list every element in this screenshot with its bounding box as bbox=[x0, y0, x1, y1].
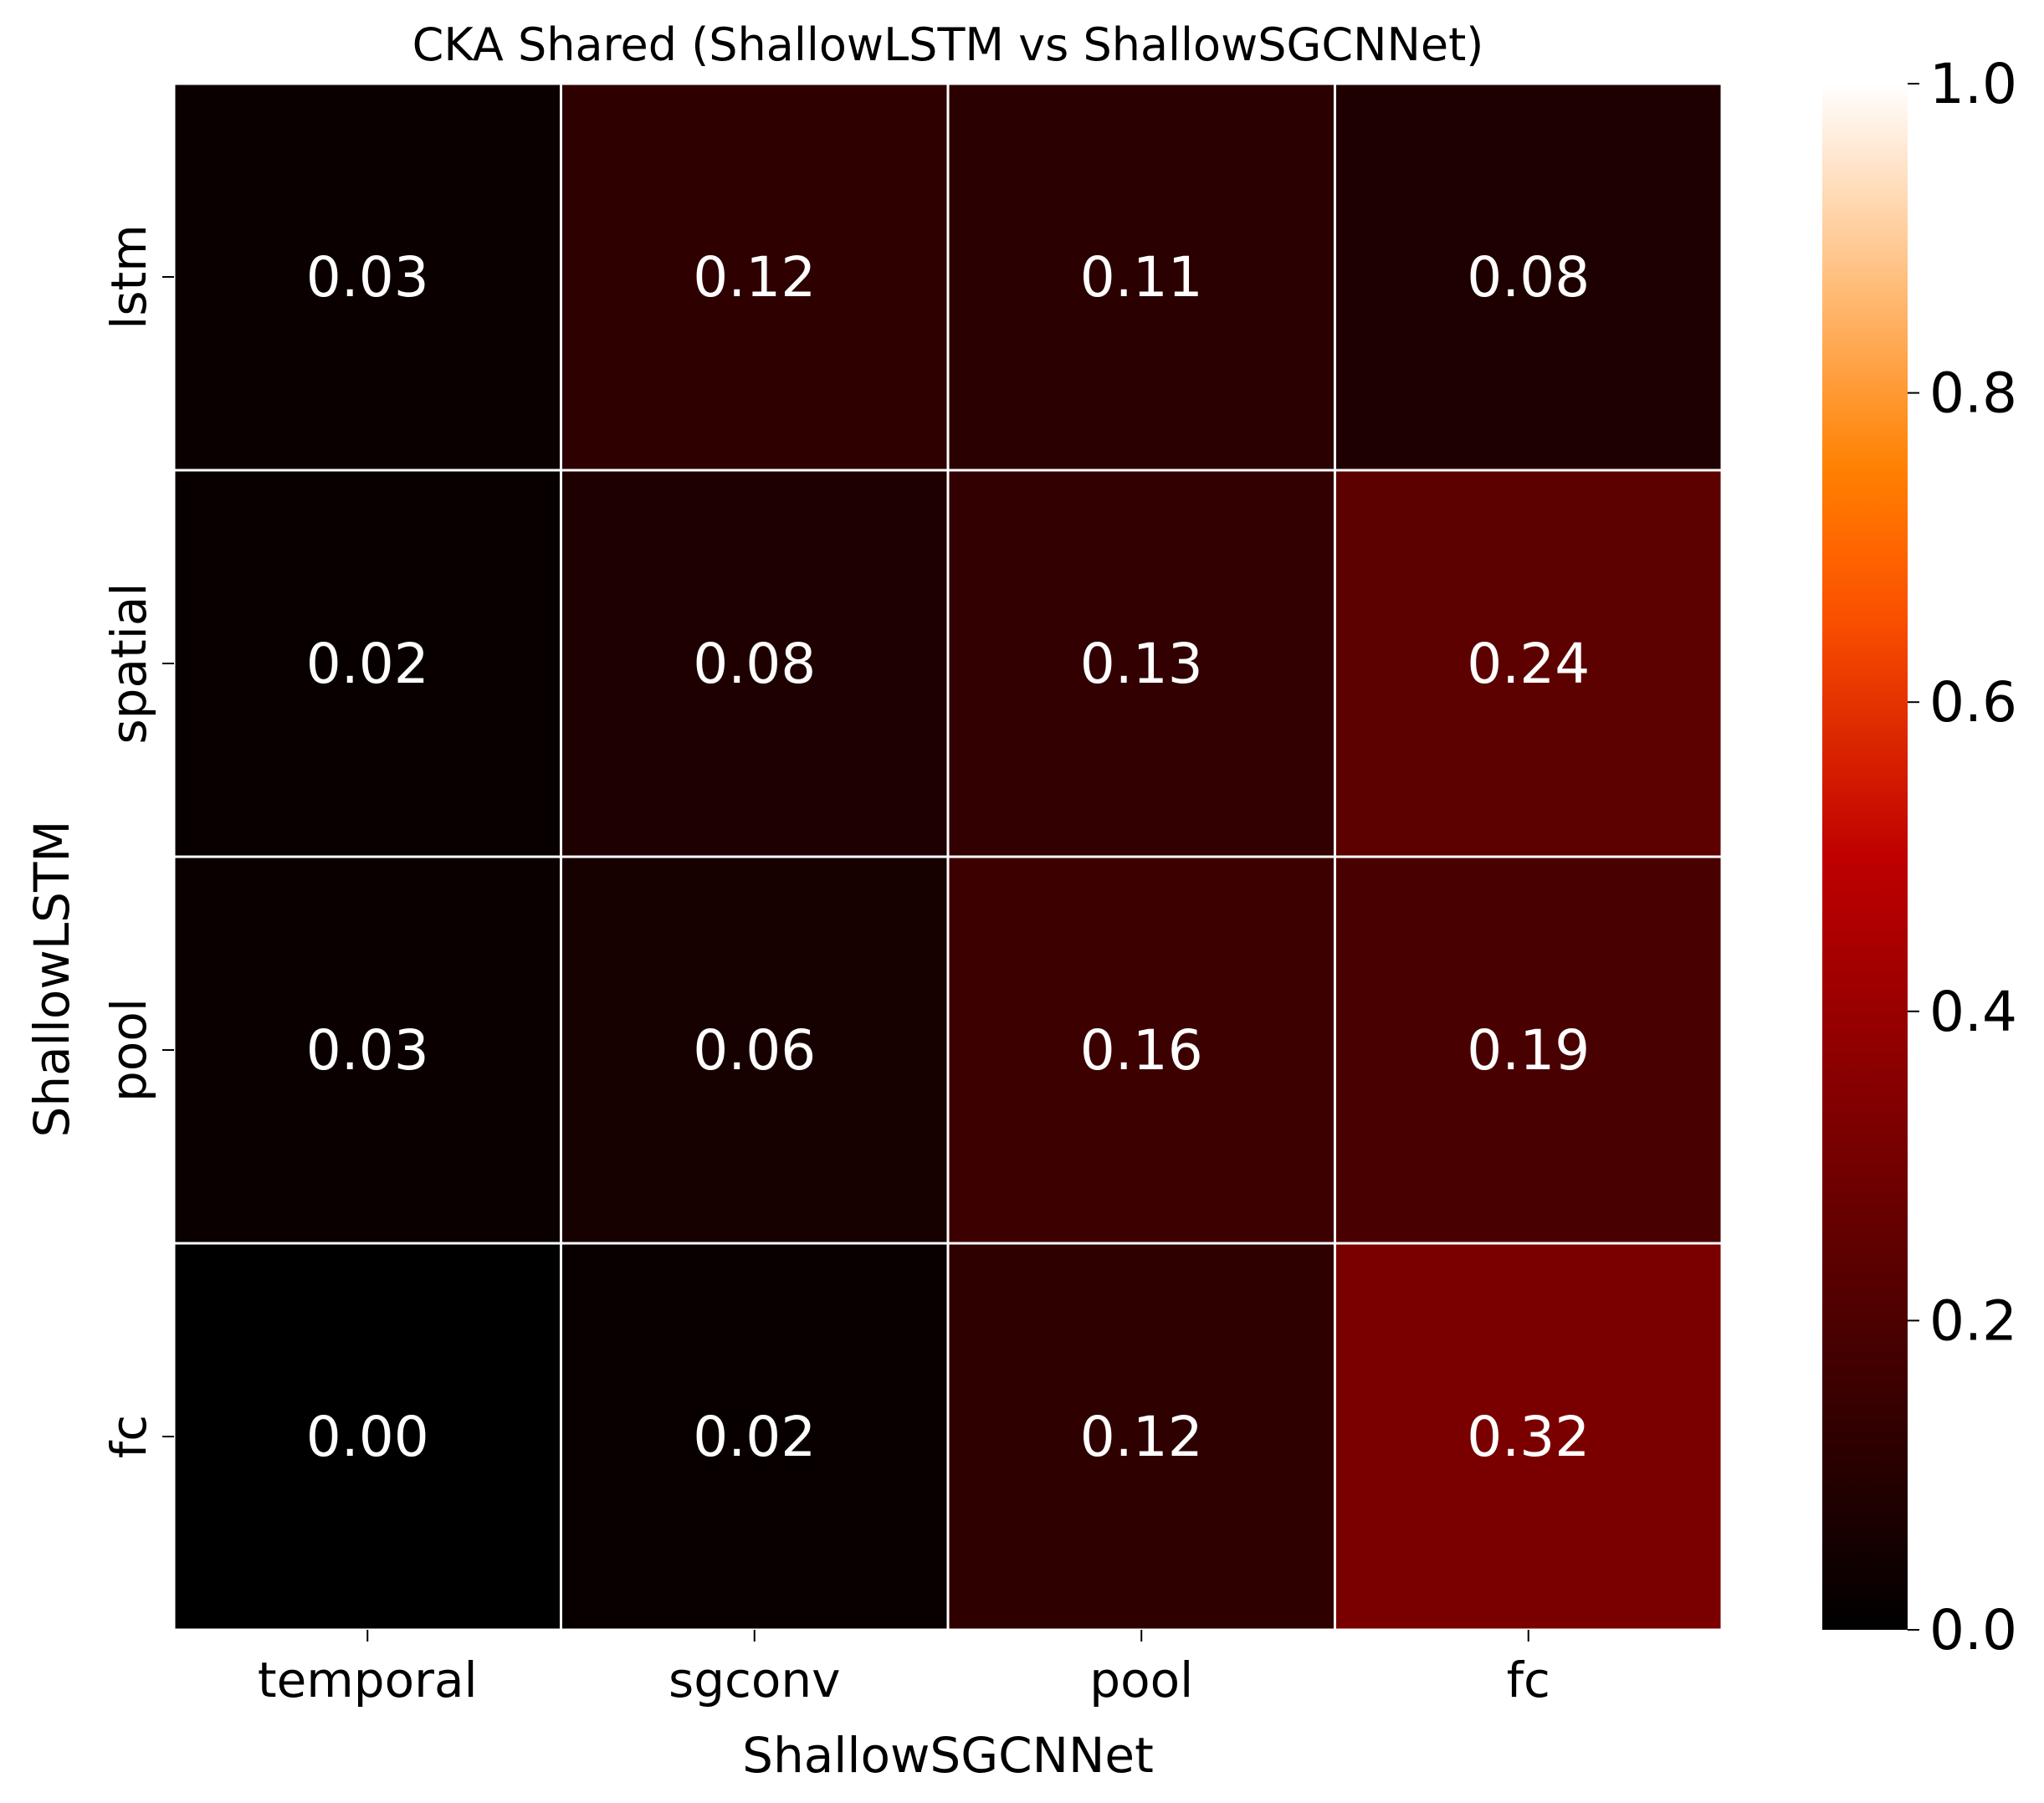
colorbar bbox=[1822, 84, 1908, 1630]
cell-value-label: 0.08 bbox=[693, 632, 816, 696]
cell-value-label: 0.32 bbox=[1467, 1405, 1590, 1469]
heatmap-cells: 0.03 0.12 0.11 0.08 0.02 0.08 0.13 0.24 0.03 0.06… bbox=[172, 82, 1724, 1631]
cell-value-label: 0.06 bbox=[693, 1018, 816, 1083]
colorbar-ticks: 0.0 0.2 0.4 0.6 0.8 1.0 bbox=[1908, 52, 2017, 1662]
y-axis-ticks: lstm spatial pool fc bbox=[100, 224, 174, 1458]
colorbar-tick-label: 0.8 bbox=[1929, 361, 2017, 426]
x-tick-label: pool bbox=[1089, 1652, 1193, 1708]
colorbar-tick-label: 1.0 bbox=[1929, 52, 2017, 116]
cell-value-label: 0.24 bbox=[1467, 632, 1590, 696]
heatmap-cell bbox=[946, 82, 1336, 472]
cell-value-label: 0.11 bbox=[1080, 245, 1203, 310]
y-tick-label: spatial bbox=[100, 582, 157, 744]
heatmap-cell bbox=[946, 469, 1336, 858]
heatmap-cell bbox=[560, 1242, 950, 1631]
colorbar-tick-label: 0.0 bbox=[1929, 1598, 2017, 1662]
y-tick-label: fc bbox=[100, 1415, 157, 1458]
cell-value-label: 0.03 bbox=[306, 1018, 429, 1083]
colorbar-tick-label: 0.4 bbox=[1929, 980, 2017, 1044]
y-axis-label: ShallowLSTM bbox=[23, 821, 80, 1138]
x-tick-label: fc bbox=[1507, 1652, 1550, 1708]
y-tick-label: lstm bbox=[100, 224, 157, 330]
cell-value-label: 0.12 bbox=[693, 245, 816, 310]
heatmap-cell bbox=[946, 1242, 1336, 1631]
cell-value-label: 0.12 bbox=[1080, 1405, 1203, 1469]
x-axis-ticks: temporal sgconv pool fc bbox=[258, 1630, 1550, 1708]
chart-title: CKA Shared (ShallowLSTM vs ShallowSGCNNe… bbox=[412, 18, 1484, 71]
colorbar-tick-label: 0.6 bbox=[1929, 670, 2017, 735]
cell-value-label: 0.00 bbox=[306, 1405, 429, 1469]
x-axis-label: ShallowSGCNNet bbox=[742, 1727, 1154, 1784]
cell-value-label: 0.02 bbox=[306, 632, 429, 696]
x-tick-label: sgconv bbox=[669, 1652, 841, 1708]
cell-value-label: 0.03 bbox=[306, 245, 429, 310]
heatmap-cell bbox=[172, 82, 562, 472]
cell-value-label: 0.19 bbox=[1467, 1018, 1590, 1083]
x-tick-label: temporal bbox=[258, 1652, 478, 1708]
heatmap-cell bbox=[560, 82, 950, 472]
cell-value-label: 0.13 bbox=[1080, 632, 1203, 696]
cell-value-label: 0.08 bbox=[1467, 245, 1590, 310]
cell-value-label: 0.16 bbox=[1080, 1018, 1203, 1083]
heatmap-cell bbox=[560, 469, 950, 858]
heatmap-cell bbox=[172, 469, 562, 858]
cell-value-label: 0.02 bbox=[693, 1405, 816, 1469]
colorbar-tick-label: 0.2 bbox=[1929, 1288, 2017, 1353]
heatmap-cell bbox=[1334, 855, 1724, 1245]
heatmap-cell bbox=[1334, 82, 1724, 472]
heatmap-cell bbox=[1334, 469, 1724, 858]
heatmap-cell bbox=[560, 855, 950, 1245]
heatmap-cell bbox=[1334, 1242, 1724, 1631]
y-tick-label: pool bbox=[100, 998, 157, 1102]
heatmap-cell bbox=[172, 1242, 562, 1631]
